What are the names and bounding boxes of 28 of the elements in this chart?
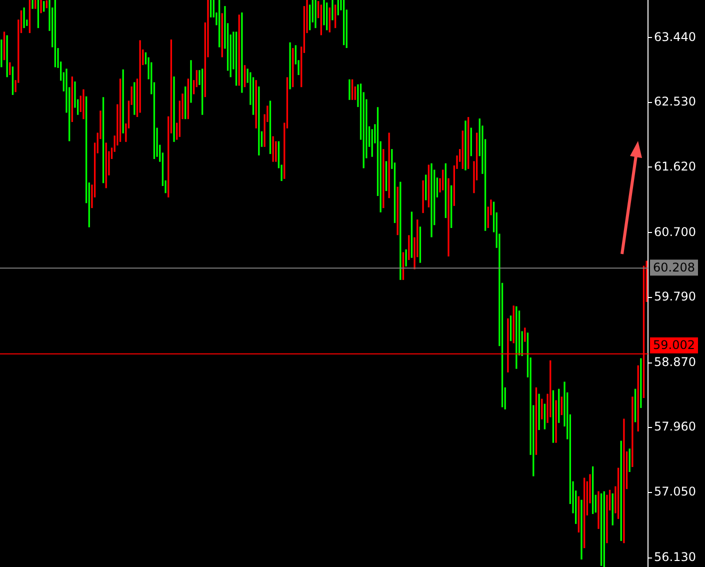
candlestick: [560, 396, 563, 416]
candlestick: [23, 7, 25, 28]
candlestick: [442, 170, 444, 190]
ref-line-label: 59.002: [653, 338, 695, 352]
candlestick: [43, 1, 45, 12]
candlestick: [332, 0, 334, 20]
y-tick-label: 63.440: [654, 30, 696, 44]
candlestick: [40, 0, 42, 14]
y-tick-label: 56.130: [654, 550, 696, 564]
y-tick-label: 57.960: [654, 420, 696, 434]
y-tick-label: 57.050: [654, 484, 696, 498]
candlestick: [351, 79, 354, 100]
candlestick: [524, 328, 526, 342]
y-tick-label: 58.870: [654, 354, 696, 369]
candlestick: [334, 4, 336, 28]
candlestick: [541, 398, 543, 420]
candlestick: [210, 0, 212, 18]
candlestick: [244, 65, 246, 88]
y-tick-label: 60.700: [654, 224, 696, 239]
candlestick: [9, 62, 11, 76]
candlestick: [628, 448, 630, 472]
candlestick: [337, 0, 339, 16]
y-tick-label: 59.790: [654, 290, 696, 304]
candlestick: [405, 249, 407, 266]
y-tick-label: 62.530: [654, 94, 696, 109]
ref-line-label: 60.208: [653, 260, 695, 274]
y-tick-label: 61.620: [654, 159, 696, 174]
candlestick: [348, 79, 350, 100]
